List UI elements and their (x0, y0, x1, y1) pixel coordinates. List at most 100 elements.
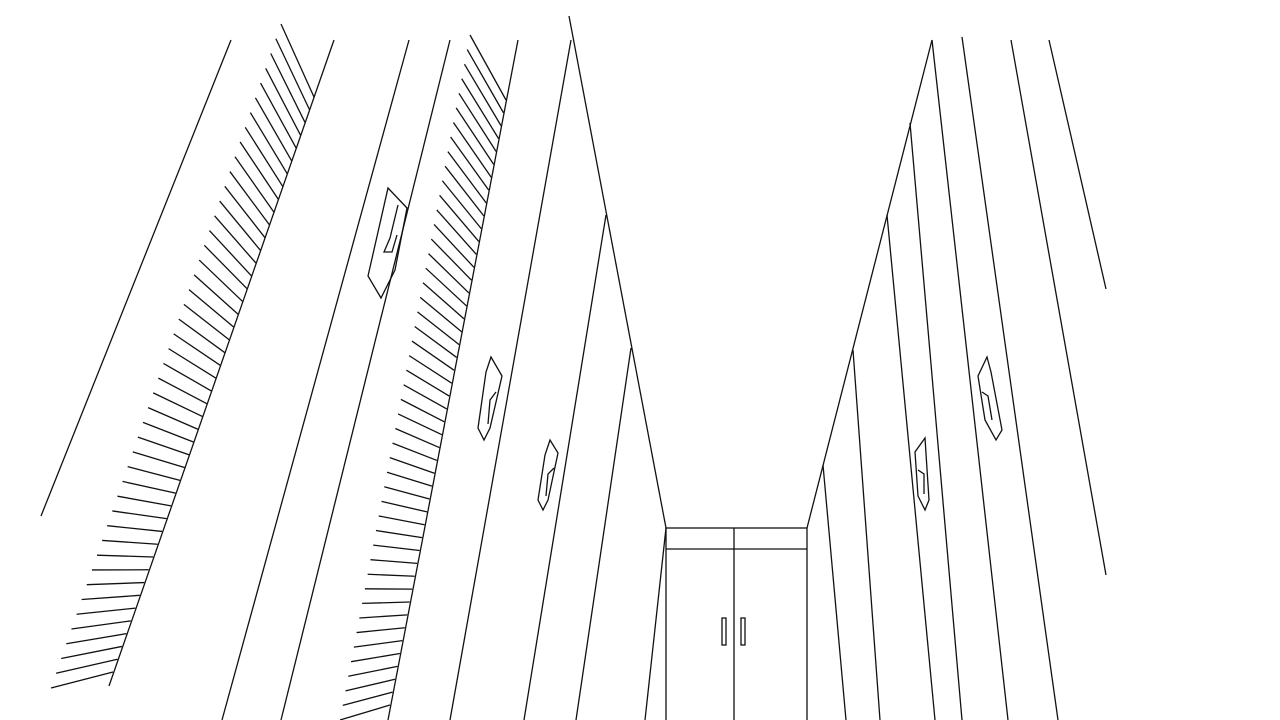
hatch-stroke (254, 97, 293, 162)
hatch-stroke (389, 457, 435, 474)
hatch-stroke (198, 259, 243, 302)
hatch-stroke (403, 384, 448, 410)
door-handle-icon (981, 391, 993, 421)
hatch-stroke (353, 639, 403, 648)
hatch-stroke (356, 627, 405, 634)
door-handle-icon (383, 204, 399, 253)
wall-edge (40, 39, 232, 517)
hatch-stroke (71, 620, 131, 630)
hatch-stroke (450, 136, 490, 191)
hatch-stroke (132, 451, 185, 469)
hatch-stroke (112, 510, 167, 520)
left-wall (40, 15, 667, 720)
hatch-stroke (96, 554, 154, 558)
cabinet-edge (575, 347, 632, 720)
hatch-stroke (397, 413, 443, 436)
hatch-stroke (417, 311, 460, 346)
hatch-stroke (392, 442, 438, 462)
hatch-stroke (86, 581, 145, 586)
hatch-stroke (244, 126, 284, 187)
hatch-stroke (384, 486, 430, 500)
door-frame (665, 527, 808, 720)
hatch-stroke (122, 480, 176, 494)
cabinet-edge (523, 214, 607, 720)
hatch-stroke (436, 209, 477, 255)
hatch-stroke (280, 23, 315, 98)
door-handle-icon (917, 469, 925, 494)
hatch-stroke (158, 377, 208, 405)
hatch-stroke (408, 355, 453, 384)
hatch-stroke (350, 652, 400, 663)
hatch-stroke (452, 122, 492, 178)
hatch-stroke (55, 658, 118, 674)
cabinet-edge (931, 39, 1009, 720)
hatch-stroke (400, 398, 445, 423)
shelf-edge (387, 39, 519, 720)
ceiling-edge (568, 15, 667, 529)
door-handle-icon[interactable] (740, 617, 746, 646)
ceiling-edge (806, 39, 933, 529)
shelf-hatching (339, 34, 507, 720)
door-handle-icon (537, 438, 559, 512)
hatch-stroke (466, 49, 505, 114)
hatch-stroke (66, 633, 127, 645)
door-handle-icon (477, 355, 503, 442)
hatch-stroke (107, 525, 163, 533)
door-handle-icon (977, 355, 1003, 442)
hatch-stroke (428, 253, 470, 294)
hatch-stroke (203, 244, 248, 290)
hatch-stroke (430, 238, 472, 281)
hatch-stroke (168, 348, 217, 379)
hatch-stroke (444, 165, 485, 217)
hatch-stroke (425, 267, 467, 307)
hatch-stroke (455, 107, 495, 165)
cabinet-edge (886, 214, 936, 720)
hatch-stroke (373, 544, 420, 552)
hatch-stroke (469, 34, 507, 101)
wall-edge (1010, 39, 1107, 576)
hatch-stroke (61, 645, 123, 660)
hatch-stroke (386, 471, 433, 487)
right-wall (806, 36, 1107, 720)
door-handle-icon[interactable] (721, 617, 727, 646)
hatch-stroke (441, 180, 482, 230)
cabinet-edge (909, 122, 963, 720)
cabinet-edge (852, 349, 881, 720)
hatch-stroke (214, 215, 257, 264)
hatch-stroke (259, 82, 297, 149)
hatch-stroke (414, 325, 458, 358)
hatch-stroke (142, 421, 194, 443)
cabinet-edge (280, 39, 451, 720)
door-handle-icon (487, 391, 497, 425)
hatch-stroke (117, 495, 172, 507)
cabinet-edge (221, 39, 410, 720)
hatch-stroke (378, 515, 425, 526)
hatch-stroke (102, 539, 158, 545)
hatch-stroke (439, 194, 480, 243)
hatch-stroke (375, 529, 423, 539)
hatch-stroke (81, 594, 140, 601)
hatch-stroke (193, 274, 239, 315)
hatch-stroke (422, 282, 465, 320)
hatch-stroke (395, 427, 440, 449)
hatch-stroke (50, 671, 114, 689)
hatch-stroke (342, 691, 393, 707)
hatch-stroke (224, 185, 266, 238)
hatch-stroke (411, 340, 455, 371)
hatch-stroke (367, 573, 415, 577)
door-handle-icon (914, 436, 930, 512)
hatch-stroke (458, 92, 497, 152)
cabinet-edge (449, 39, 572, 720)
hatch-stroke (147, 407, 199, 430)
hatch-stroke (163, 362, 212, 392)
hatch-stroke (461, 78, 500, 139)
door-handle-icon (545, 467, 555, 497)
hatch-stroke (447, 151, 487, 204)
hatch-stroke (173, 333, 221, 366)
hatch-stroke (265, 67, 302, 136)
wall-edge (1048, 39, 1107, 290)
hatch-stroke (381, 500, 428, 513)
hatch-stroke (433, 224, 475, 268)
hatch-stroke (406, 369, 450, 397)
cabinet-edge (822, 464, 847, 720)
